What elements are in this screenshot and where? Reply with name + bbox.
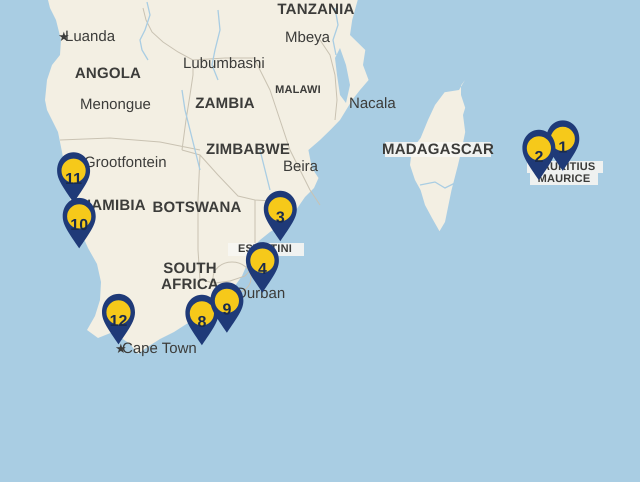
svg-text:ZAMBIA: ZAMBIA (195, 95, 255, 112)
svg-text:Luanda: Luanda (65, 28, 116, 45)
svg-text:8: 8 (197, 314, 206, 331)
svg-text:ANGOLA: ANGOLA (75, 65, 141, 82)
svg-text:Beira: Beira (283, 158, 319, 175)
svg-text:SOUTH: SOUTH (163, 260, 217, 277)
svg-text:Mbeya: Mbeya (285, 29, 331, 46)
svg-text:BOTSWANA: BOTSWANA (152, 199, 241, 216)
svg-text:TANZANIA: TANZANIA (277, 1, 354, 18)
svg-text:Cape Town: Cape Town (122, 340, 197, 357)
svg-text:2: 2 (534, 149, 543, 166)
svg-text:Nacala: Nacala (349, 95, 396, 112)
svg-text:1: 1 (558, 139, 567, 156)
svg-text:10: 10 (70, 217, 88, 234)
svg-text:12: 12 (110, 313, 128, 330)
svg-text:ZIMBABWE: ZIMBABWE (206, 141, 290, 158)
svg-text:3: 3 (276, 210, 285, 227)
svg-text:4: 4 (258, 261, 267, 278)
svg-text:11: 11 (65, 171, 82, 188)
svg-text:Lubumbashi: Lubumbashi (183, 55, 265, 72)
svg-text:MADAGASCAR: MADAGASCAR (382, 141, 494, 158)
svg-text:MALAWI: MALAWI (275, 84, 321, 96)
svg-text:AFRICA: AFRICA (161, 276, 219, 293)
svg-text:Menongue: Menongue (80, 96, 151, 113)
svg-text:Grootfontein: Grootfontein (84, 154, 167, 171)
svg-text:9: 9 (222, 301, 231, 318)
svg-text:MAURICE: MAURICE (538, 173, 591, 185)
